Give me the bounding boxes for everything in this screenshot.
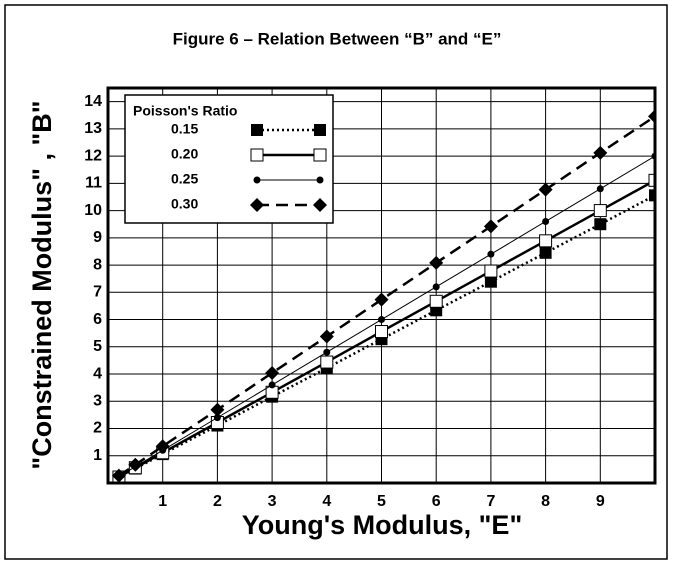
marker [320,355,334,369]
x-axis-label: Young's Modulus, "E" [242,510,523,540]
y-tick-label: 4 [93,365,102,382]
marker [378,316,385,324]
legend-label: 0.25 [171,171,198,187]
legend-box [124,94,334,224]
y-tick-label: 9 [93,229,102,246]
x-tick-label: 3 [268,493,277,510]
y-tick-label: 11 [85,175,102,192]
marker [250,148,264,162]
y-tick-label: 5 [93,338,102,355]
marker [429,294,443,308]
legend-label: 0.15 [171,121,198,137]
marker [593,145,608,160]
marker [251,124,263,136]
y-axis-label: "Constrained Modulus" , "B" [27,100,57,469]
legend-title: Poisson's Ratio [133,103,237,119]
marker [213,414,221,422]
marker [538,182,553,197]
chart-title: Figure 6 – Relation Between “B” and “E” [173,29,502,48]
outer-frame [4,4,668,560]
marker [314,124,326,136]
marker [484,275,497,288]
marker [111,468,126,483]
marker [539,246,552,259]
marker [487,250,495,258]
marker [594,218,607,231]
marker [649,189,655,202]
y-tick-label: 6 [93,311,102,328]
marker [265,365,280,380]
marker [253,176,261,184]
marker [316,176,324,184]
series-line [118,115,655,477]
marker [323,348,331,356]
y-tick-label: 14 [84,93,102,110]
x-tick-label: 1 [158,493,167,510]
marker [593,204,607,218]
marker [313,198,327,212]
marker [375,325,388,339]
y-tick-label: 1 [93,447,102,464]
marker [250,198,264,212]
marker [374,292,389,307]
y-tick-label: 12 [84,147,102,164]
series-line [118,155,655,477]
x-tick-label: 2 [213,493,222,510]
marker [648,109,655,124]
x-tick-label: 8 [541,493,550,510]
x-tick-label: 4 [322,493,331,510]
marker [596,185,604,193]
marker [484,264,498,278]
marker [483,219,498,234]
marker [210,402,225,417]
marker [313,148,327,162]
plot-frame [106,86,657,485]
marker [128,457,143,472]
marker [268,381,276,389]
legend-label: 0.20 [171,146,198,162]
marker [542,217,550,225]
x-tick-label: 5 [377,493,386,510]
y-tick-label: 13 [84,120,102,137]
legend-label: 0.30 [171,196,198,212]
x-tick-label: 7 [486,493,495,510]
marker [155,439,170,454]
y-tick-label: 3 [93,392,102,409]
x-tick-label: 9 [596,493,605,510]
y-tick-label: 7 [93,284,102,301]
y-tick-label: 2 [93,420,102,437]
y-tick-label: 8 [93,256,102,273]
series-line [118,194,655,479]
plot-area [111,109,655,483]
x-tick-label: 6 [432,493,441,510]
marker [539,234,553,248]
marker [319,329,334,344]
marker [432,283,440,291]
marker [429,255,444,270]
marker [648,173,655,187]
y-tick-label: 10 [84,202,102,219]
